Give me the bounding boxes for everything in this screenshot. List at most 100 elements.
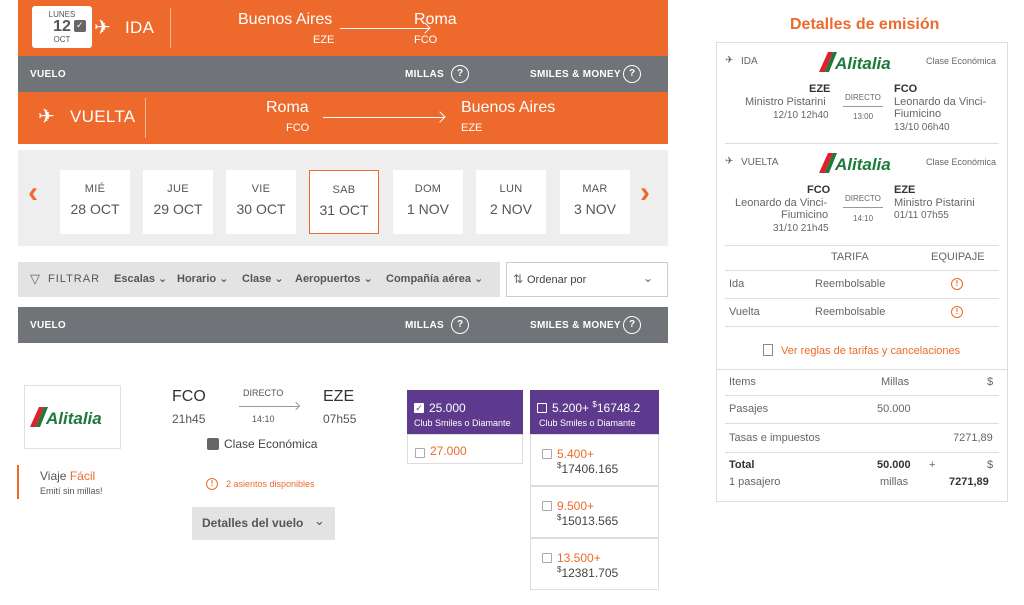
pasajero-count: 1 pasajero	[729, 476, 781, 488]
money-value: 12381.705	[561, 566, 619, 580]
divider	[717, 369, 1007, 370]
filter-clase[interactable]: Clase ⌄	[242, 272, 284, 285]
divider	[725, 298, 999, 299]
chevron-down-icon: ⌄	[643, 271, 654, 285]
price-option[interactable]: 13.500+ $12381.705	[530, 538, 659, 590]
total-millas: 50.000	[877, 459, 911, 471]
chevron-down-icon: ⌄	[274, 273, 284, 285]
date-option[interactable]: MAR 3 NOV	[560, 170, 630, 234]
price-checkbox[interactable]	[542, 445, 552, 463]
club-smiles-money: 5.200+ $16748.2	[552, 400, 640, 415]
divider	[725, 143, 999, 144]
ida-plane-icon: ✈	[725, 55, 734, 66]
viaje-text: Viaje	[40, 469, 67, 483]
plane-depart-icon: ✈	[94, 17, 111, 39]
date-selector: ‹ MIÉ 28 OCT JUE 29 OCT VIE 30 OCT SAB 3…	[18, 150, 668, 246]
day-name: SAB	[332, 184, 356, 196]
from-city: Buenos Aires	[238, 11, 333, 28]
vuelta-from-code: FCO	[807, 184, 831, 196]
filter-aeropuertos[interactable]: Aeropuertos ⌄	[295, 272, 373, 285]
price-option[interactable]: 5.400+ $17406.165	[530, 434, 659, 486]
money-symbol: $	[557, 513, 562, 522]
tasas-money: 7271,89	[953, 432, 993, 444]
help-icon[interactable]: ?	[451, 65, 469, 83]
date-option[interactable]: LUN 2 NOV	[476, 170, 546, 234]
flight-arrow-head	[291, 401, 301, 411]
price-checkbox[interactable]	[542, 497, 552, 515]
divider	[725, 245, 999, 246]
date-day: 12	[53, 18, 71, 35]
total-money: 7271,89	[949, 476, 989, 488]
vuelta-label: VUELTA	[70, 107, 136, 126]
divider	[725, 423, 999, 424]
date-badge[interactable]: LUNES 12 OCT	[32, 6, 92, 48]
total-label: Total	[729, 459, 755, 471]
filter-compania[interactable]: Compañía aérea ⌄	[386, 272, 483, 285]
flight-type: DIRECTO	[243, 388, 284, 398]
help-icon[interactable]: ?	[623, 316, 641, 334]
viaje-label: Viaje Fácil	[40, 469, 95, 483]
items-header: Items	[729, 376, 756, 388]
club-checkbox[interactable]: ✓	[414, 402, 424, 413]
club-checkbox[interactable]	[537, 399, 547, 417]
date-option-selected[interactable]: SAB 31 OCT	[309, 170, 379, 234]
baggage-info-icon[interactable]: !	[951, 278, 963, 290]
to-code: FCO	[414, 34, 438, 46]
total-plus: +	[929, 459, 936, 471]
details-panel: ✈ IDA Alitalia Clase Económica EZE Minis…	[716, 42, 1008, 502]
baggage-info-icon[interactable]: !	[951, 306, 963, 318]
details-ida-label: IDA	[741, 56, 758, 67]
alitalia-logo: Alitalia	[819, 153, 905, 178]
filter-escalas-label: Escalas	[114, 273, 155, 285]
next-dates-arrow[interactable]: ›	[640, 176, 650, 209]
divider	[725, 395, 999, 396]
day-name: VIE	[251, 183, 271, 195]
prev-dates-arrow[interactable]: ‹	[28, 176, 38, 209]
date-option[interactable]: DOM 1 NOV	[393, 170, 463, 234]
flight-details-button[interactable]: Detalles del vuelo ⌄	[192, 507, 335, 540]
ida-from-code: EZE	[809, 83, 831, 95]
club-miles: 25.000	[429, 401, 466, 415]
date-option[interactable]: JUE 29 OCT	[143, 170, 213, 234]
price-option[interactable]: 9.500+ $15013.565	[530, 486, 659, 538]
ida-from-dt: 12/10 12h40	[773, 110, 829, 121]
club2-miles: 5.200+	[552, 401, 590, 415]
club-price-smiles-money[interactable]: 5.200+ $16748.2 Club Smiles o Diamante	[530, 390, 659, 434]
price-checkbox[interactable]	[542, 549, 552, 567]
price-money: $12381.705	[557, 565, 618, 580]
from-city: Roma	[266, 99, 309, 116]
help-icon[interactable]: ?	[623, 65, 641, 83]
chevron-down-icon: ⌄	[314, 513, 325, 528]
alitalia-logo: Alitalia	[819, 52, 905, 77]
header-millas: MILLAS	[405, 320, 445, 331]
day-date: 29 OCT	[153, 201, 203, 217]
club-label: Club Smiles o Diamante	[539, 418, 636, 428]
money-value: 15013.565	[561, 514, 619, 528]
price-miles: 27.000	[430, 444, 467, 458]
help-icon[interactable]: ?	[451, 316, 469, 334]
money-value: 17406.165	[561, 462, 619, 476]
filter-label: FILTRAR	[48, 273, 101, 285]
filter-compania-label: Compañía aérea	[386, 273, 471, 285]
day-date: 2 NOV	[489, 201, 532, 217]
document-icon	[763, 344, 773, 356]
club-price-millas[interactable]: ✓ 25.000 Club Smiles o Diamante	[407, 390, 523, 434]
header-smiles-money: SMILES & MONEY	[530, 320, 621, 331]
from-code: EZE	[313, 34, 335, 46]
filter-escalas[interactable]: Escalas ⌄	[114, 272, 167, 285]
ida-from-name: Ministro Pistarini	[745, 96, 826, 108]
price-checkbox[interactable]	[415, 444, 425, 462]
sort-dropdown[interactable]: ⇅ Ordenar por ⌄	[506, 262, 668, 297]
seats-available: 2 asientos disponibles	[226, 479, 315, 489]
price-option[interactable]: 27.000	[407, 434, 523, 464]
date-option[interactable]: MIÉ 28 OCT	[60, 170, 130, 234]
fare-rules-link[interactable]: Ver reglas de tarifas y cancelaciones	[781, 345, 961, 357]
warning-icon: !	[206, 478, 218, 490]
filter-horario[interactable]: Horario ⌄	[177, 272, 228, 285]
chevron-down-icon: ⌄	[219, 273, 229, 285]
tarifa-row-leg: Vuelta	[729, 306, 760, 318]
vuelta-type: DIRECTO	[845, 194, 881, 203]
date-checkbox[interactable]	[74, 20, 86, 32]
ida-to-name2: Fiumicino	[894, 108, 942, 120]
date-option[interactable]: VIE 30 OCT	[226, 170, 296, 234]
